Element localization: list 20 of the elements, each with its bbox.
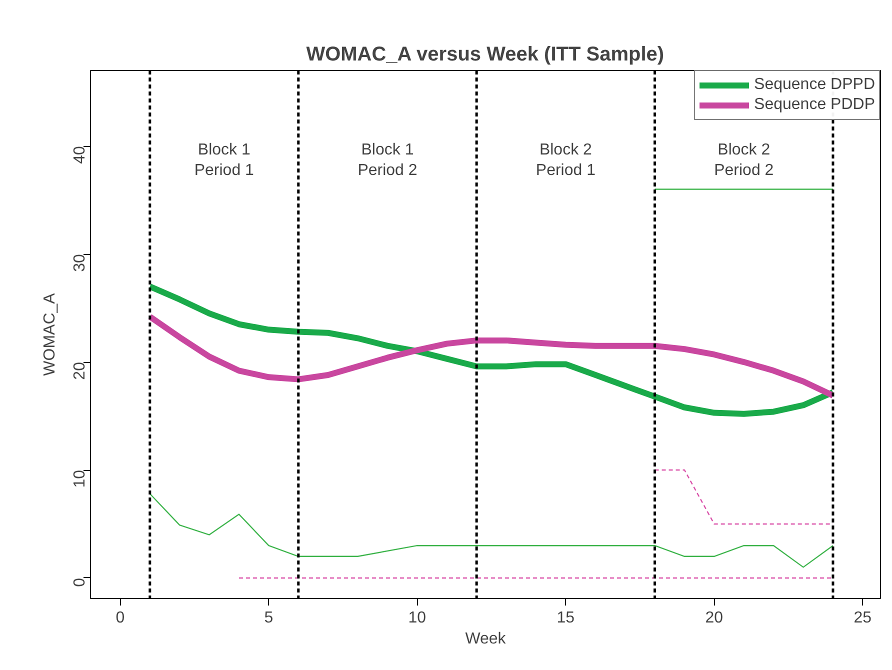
x-tick-label: 0 [116, 610, 125, 626]
y-tick-label: 20 [72, 362, 88, 380]
y-tick-label: 0 [72, 578, 88, 587]
x-tick-label: 20 [705, 610, 724, 626]
x-tick-label: 15 [556, 610, 575, 626]
x-tick-label: 25 [854, 610, 872, 626]
y-tick-label: 10 [72, 470, 88, 488]
y-tick-label: 30 [72, 254, 88, 272]
legend-label: Sequence DPPD [754, 76, 875, 94]
chart-title: WOMAC_A versus Week (ITT Sample) [306, 44, 664, 66]
y-tick-label: 40 [72, 146, 88, 164]
x-axis-title: Week [465, 630, 507, 648]
x-tick-label: 5 [264, 610, 274, 626]
y-axis-title: WOMAC_A [42, 292, 58, 376]
legend-label: Sequence PDDP [754, 96, 875, 114]
annotation: Block 1 Period 1 [194, 142, 254, 179]
x-tick-label: 10 [408, 610, 426, 626]
annotation: Block 1 Period 2 [358, 142, 418, 179]
annotation: Block 2 Period 2 [714, 142, 774, 179]
annotation: Block 2 Period 1 [536, 142, 596, 179]
